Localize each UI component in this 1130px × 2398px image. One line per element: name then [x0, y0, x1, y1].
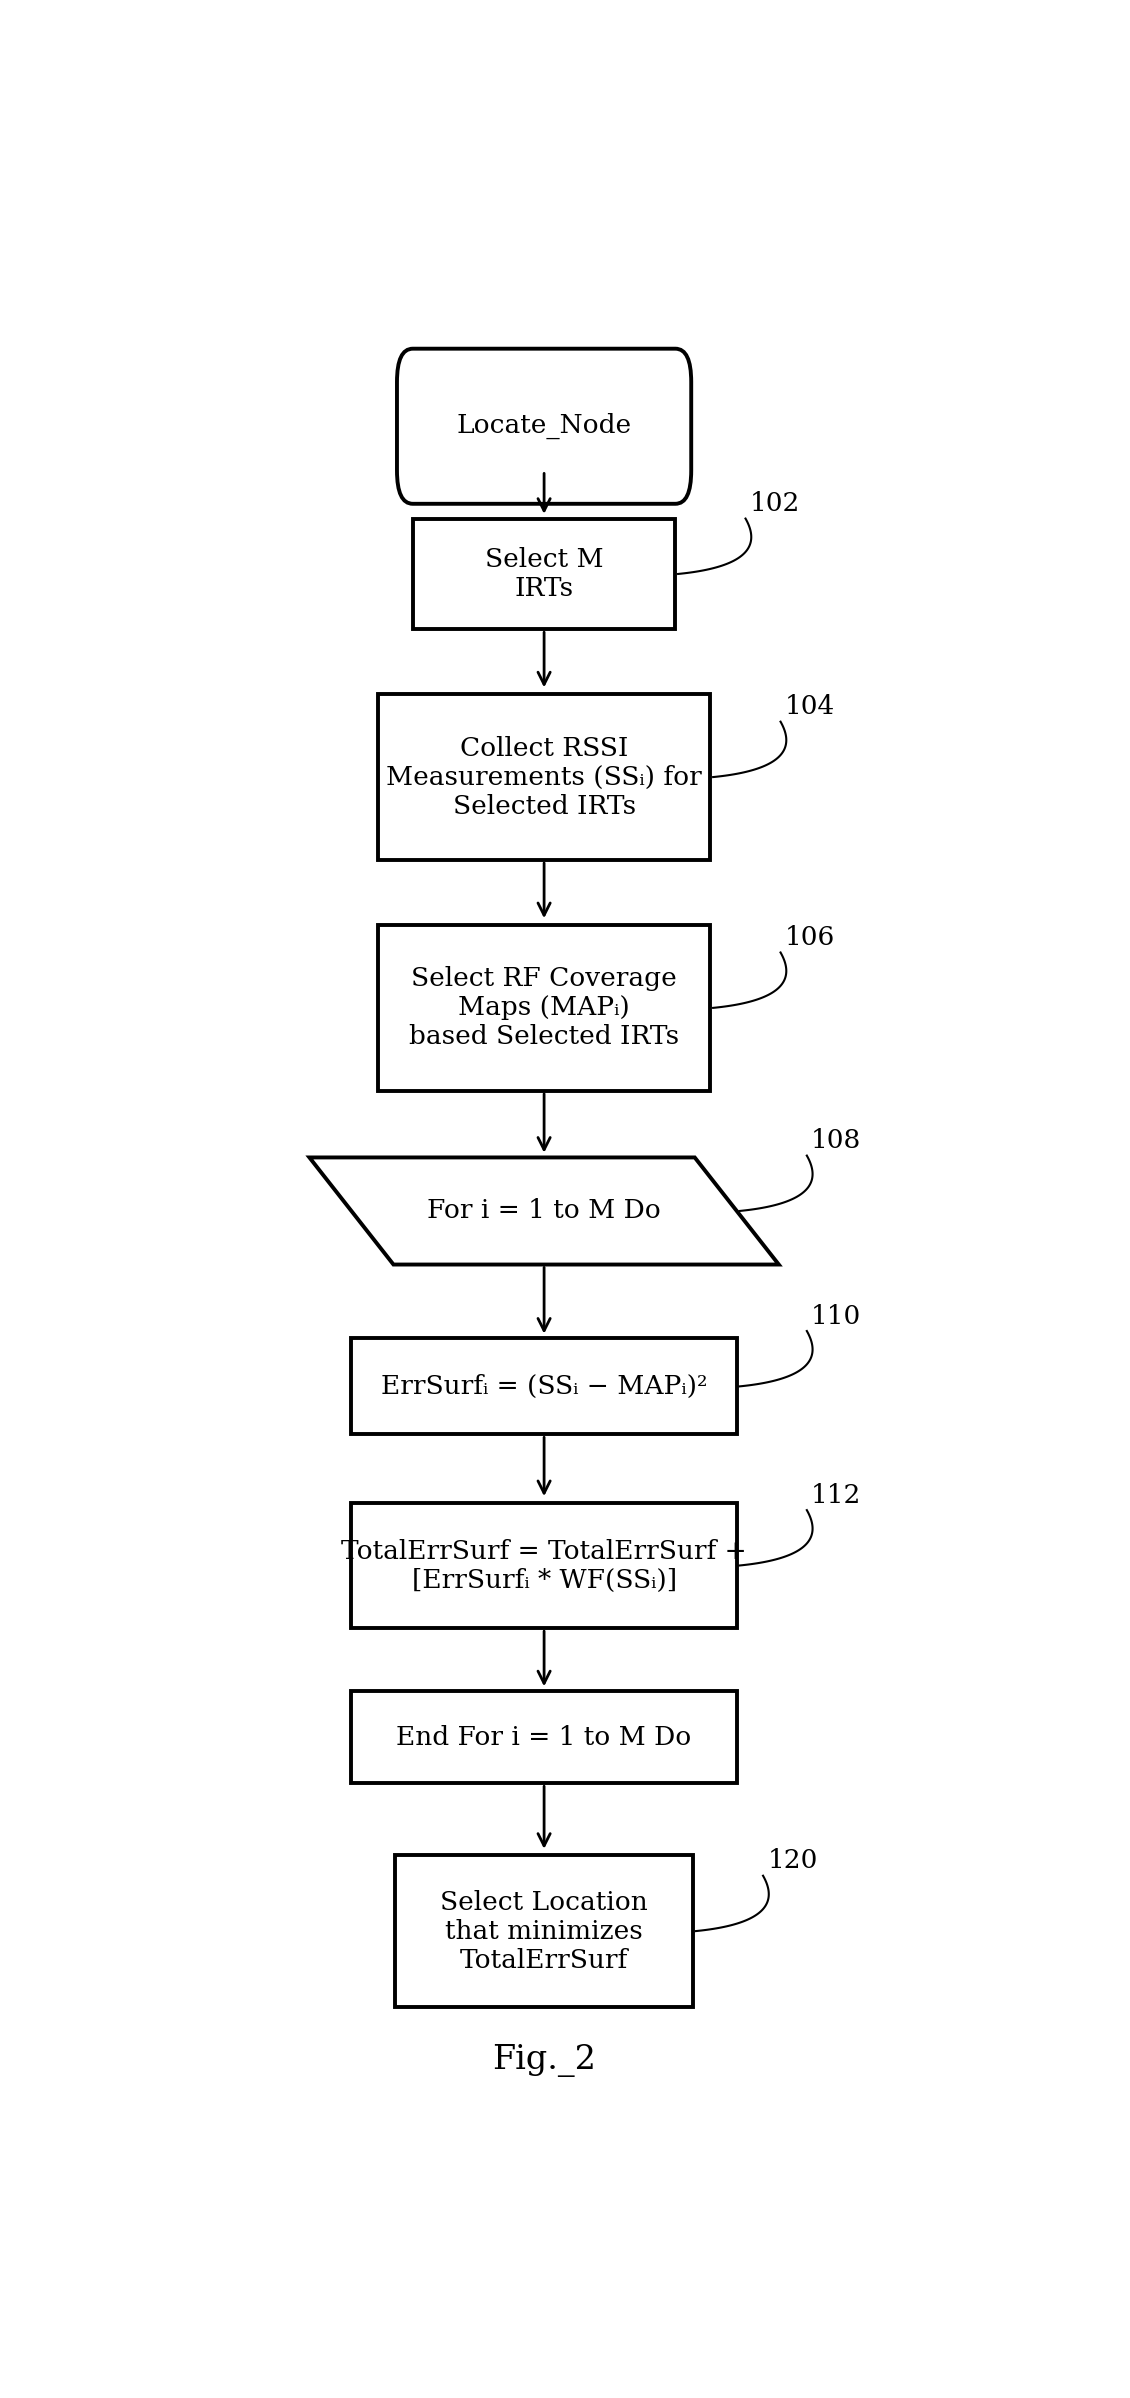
Bar [377, 693, 711, 861]
Text: 108: 108 [811, 1129, 861, 1153]
Text: 112: 112 [811, 1482, 861, 1508]
Text: Fig._2: Fig._2 [493, 2043, 596, 2077]
Text: For i = 1 to M Do: For i = 1 to M Do [427, 1199, 661, 1223]
FancyBboxPatch shape [397, 348, 692, 504]
Text: Select Location
that minimizes
TotalErrSurf: Select Location that minimizes TotalErrS… [441, 1890, 647, 1974]
Text: 110: 110 [811, 1305, 861, 1328]
Bar [351, 1338, 737, 1434]
Text: ErrSurfᵢ = (SSᵢ − MAPᵢ)²: ErrSurfᵢ = (SSᵢ − MAPᵢ)² [381, 1374, 707, 1398]
Text: Collect RSSI
Measurements (SSᵢ) for
Selected IRTs: Collect RSSI Measurements (SSᵢ) for Sele… [386, 736, 702, 818]
Text: 120: 120 [767, 1849, 818, 1873]
Text: 102: 102 [750, 492, 800, 516]
Text: Select M
IRTs: Select M IRTs [485, 547, 603, 602]
Bar [412, 518, 676, 628]
Text: End For i = 1 to M Do: End For i = 1 to M Do [397, 1724, 692, 1751]
Bar [396, 1856, 693, 2007]
Polygon shape [310, 1158, 779, 1264]
Text: 104: 104 [785, 695, 835, 719]
Bar [377, 926, 711, 1091]
Text: Locate_Node: Locate_Node [457, 412, 632, 439]
Bar [351, 1691, 737, 1784]
Text: 106: 106 [785, 926, 835, 950]
Text: TotalErrSurf = TotalErrSurf +
[ErrSurfᵢ * WF(SSᵢ)]: TotalErrSurf = TotalErrSurf + [ErrSurfᵢ … [341, 1540, 747, 1592]
Text: Select RF Coverage
Maps (MAPᵢ)
based Selected IRTs: Select RF Coverage Maps (MAPᵢ) based Sel… [409, 966, 679, 1050]
Bar [351, 1504, 737, 1628]
